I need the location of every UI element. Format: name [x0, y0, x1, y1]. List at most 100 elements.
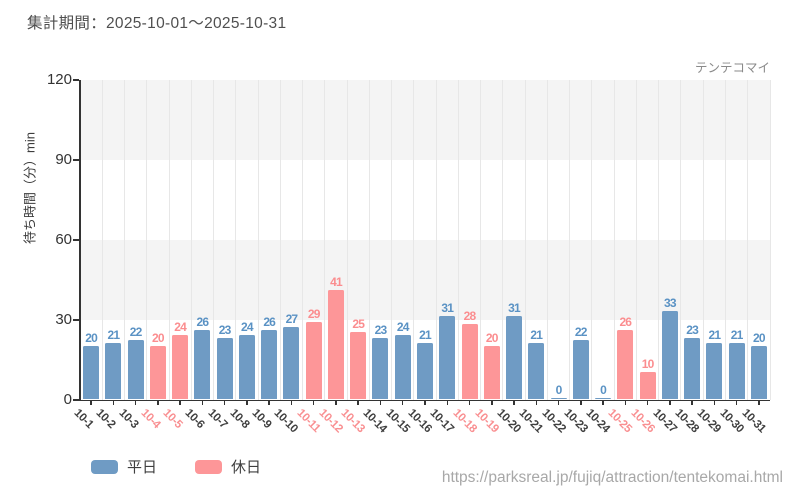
- bar-10-18[interactable]: [461, 324, 478, 399]
- y-tick-mark: [73, 399, 79, 401]
- bar-value-label: 21: [730, 328, 744, 342]
- x-tick-label-10-20: 10-20: [494, 407, 523, 436]
- vertical-gridline: [613, 80, 615, 400]
- bar-10-3[interactable]: [127, 340, 144, 399]
- bar-value-label: 21: [107, 328, 121, 342]
- bar-10-5[interactable]: [172, 335, 189, 399]
- bar-10-28[interactable]: [684, 337, 701, 399]
- bar-10-23[interactable]: [572, 340, 589, 399]
- bar-10-15[interactable]: [394, 335, 411, 399]
- legend-label-holiday: 休日: [231, 459, 262, 476]
- x-tick-mark: [491, 401, 493, 405]
- bar-10-21[interactable]: [528, 343, 545, 399]
- bar-10-12[interactable]: [327, 289, 344, 399]
- chart-legend: 平日 休日: [91, 456, 261, 477]
- vertical-gridline: [724, 80, 726, 400]
- bar-10-19[interactable]: [483, 345, 500, 399]
- bar-value-label: 25: [352, 317, 365, 332]
- y-axis-line: [79, 80, 81, 400]
- bar-10-27[interactable]: [661, 311, 678, 399]
- bar-value-label: 23: [686, 322, 699, 337]
- bar-10-17[interactable]: [439, 316, 456, 399]
- bar-value-label: 0: [555, 382, 563, 397]
- y-tick-label: 0: [63, 391, 72, 408]
- x-tick-label-10-28: 10-28: [672, 407, 701, 436]
- bar-value-label: 21: [530, 328, 543, 342]
- x-tick-mark: [446, 401, 448, 405]
- bar-10-8[interactable]: [238, 335, 255, 399]
- y-tick-label: 90: [55, 151, 72, 168]
- bar-10-10[interactable]: [283, 327, 300, 399]
- vertical-gridline: [391, 80, 393, 400]
- x-tick-label-10-9: 10-9: [249, 407, 274, 431]
- bar-10-9[interactable]: [261, 329, 278, 399]
- bar-value-label: 20: [752, 330, 766, 345]
- bar-10-22[interactable]: [550, 397, 567, 399]
- x-tick-label-10-8: 10-8: [227, 407, 252, 431]
- x-tick-label-10-6: 10-6: [182, 407, 207, 431]
- bar-10-24[interactable]: [595, 397, 612, 399]
- x-tick-mark: [157, 401, 159, 405]
- bar-10-6[interactable]: [194, 329, 211, 399]
- y-tick-label: 60: [55, 231, 72, 248]
- vertical-gridline: [213, 80, 215, 400]
- x-tick-label-10-14: 10-14: [360, 407, 390, 436]
- x-tick-mark: [424, 401, 426, 405]
- x-tick-label-10-18: 10-18: [450, 407, 479, 436]
- vertical-gridline: [413, 80, 415, 400]
- bar-10-1[interactable]: [83, 345, 100, 399]
- bar-10-13[interactable]: [350, 332, 367, 399]
- x-tick-label-10-5: 10-5: [160, 407, 185, 431]
- vertical-gridline: [635, 80, 637, 400]
- vertical-gridline: [235, 80, 237, 400]
- x-tick-label-10-7: 10-7: [205, 407, 230, 431]
- bar-value-label: 29: [307, 306, 321, 321]
- x-tick-mark: [268, 401, 270, 405]
- x-tick-label-10-1: 10-1: [71, 407, 96, 431]
- vertical-gridline: [368, 80, 370, 400]
- bar-value-label: 31: [441, 301, 454, 316]
- bar-10-16[interactable]: [417, 343, 433, 399]
- bar-10-14[interactable]: [372, 337, 389, 399]
- x-tick-label-10-13: 10-13: [338, 407, 367, 436]
- vertical-gridline: [346, 80, 348, 400]
- bar-10-31[interactable]: [750, 345, 767, 399]
- plot-band: [80, 160, 770, 240]
- bar-10-25[interactable]: [617, 329, 634, 399]
- vertical-gridline: [702, 80, 704, 400]
- x-tick-mark: [246, 401, 248, 405]
- bar-10-20[interactable]: [506, 316, 523, 399]
- bar-10-11[interactable]: [305, 321, 322, 399]
- bar-10-2[interactable]: [105, 343, 122, 399]
- legend-item-weekday[interactable]: 平日: [91, 456, 157, 477]
- vertical-gridline: [569, 80, 571, 400]
- bar-10-4[interactable]: [149, 345, 166, 399]
- vertical-gridline: [769, 80, 771, 400]
- bar-10-29[interactable]: [706, 343, 723, 399]
- plot-band: [80, 240, 770, 320]
- source-url: https://parksreal.jp/fujiq/attraction/te…: [441, 469, 783, 486]
- vertical-gridline: [658, 80, 660, 400]
- bar-10-30[interactable]: [728, 343, 745, 399]
- x-tick-label-10-22: 10-22: [539, 407, 568, 436]
- x-tick-label-10-4: 10-4: [138, 407, 163, 431]
- x-tick-label-10-29: 10-29: [694, 407, 724, 436]
- bar-value-label: 0: [600, 382, 607, 397]
- x-tick-mark: [646, 401, 649, 405]
- x-tick-mark: [201, 401, 204, 405]
- x-tick-label-10-25: 10-25: [605, 407, 635, 436]
- bar-10-7[interactable]: [216, 337, 233, 399]
- x-tick-mark: [535, 401, 538, 405]
- x-tick-label-10-30: 10-30: [717, 407, 746, 436]
- y-tick-label: 30: [55, 311, 72, 328]
- bar-value-label: 31: [508, 301, 521, 316]
- x-tick-label-10-19: 10-19: [472, 407, 501, 436]
- x-tick-mark: [90, 401, 92, 405]
- legend-item-holiday[interactable]: 休日: [195, 456, 261, 477]
- x-tick-mark: [602, 401, 604, 405]
- bar-value-label: 24: [396, 320, 410, 334]
- vertical-gridline: [480, 80, 482, 400]
- bar-10-26[interactable]: [639, 372, 656, 399]
- vertical-gridline: [747, 80, 749, 400]
- bar-value-label: 26: [619, 314, 632, 329]
